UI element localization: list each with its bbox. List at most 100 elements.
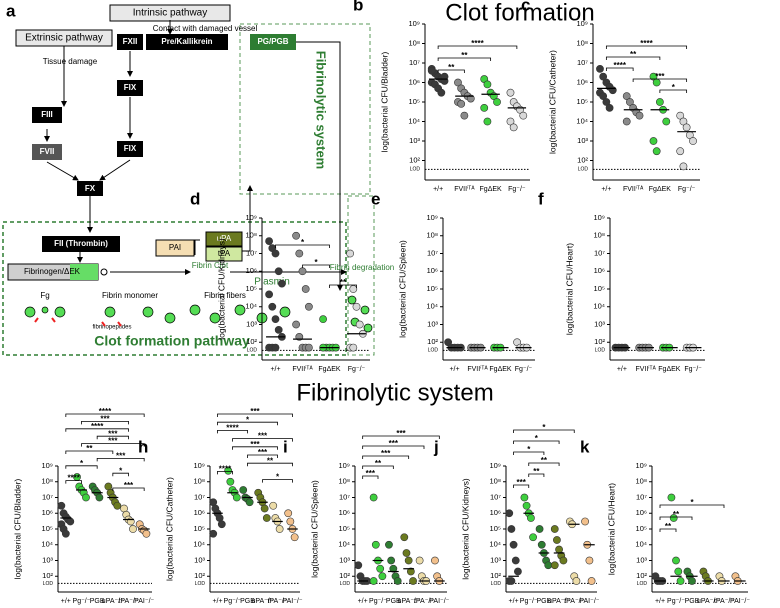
data-point — [286, 517, 295, 526]
data-point — [409, 577, 417, 585]
data-point — [522, 501, 531, 510]
note: Fibrin monomer — [102, 291, 158, 300]
y-tick-label: 10⁷ — [194, 492, 205, 501]
y-tick-label: 10⁴ — [576, 116, 588, 125]
data-point — [226, 477, 235, 486]
x-tick-label: +/+ — [212, 598, 222, 605]
data-point — [129, 525, 137, 533]
significance-label: * — [119, 466, 123, 475]
data-point — [669, 514, 678, 522]
y-tick-label: 10⁸ — [593, 231, 605, 240]
significance-label: * — [527, 445, 531, 454]
lod-label: LOD — [43, 581, 54, 587]
x-tick-label: FVIIⁱᵀᴬ — [635, 365, 656, 373]
x-tick-label: +/+ — [61, 598, 71, 605]
peptide-icons — [34, 317, 122, 327]
node-label: uPA — [217, 234, 232, 243]
significance-bracket — [513, 440, 560, 444]
y-tick-label: 10³ — [194, 555, 205, 564]
node-label: FXII — [123, 37, 138, 46]
data-point — [245, 498, 254, 507]
significance-label: * — [690, 498, 694, 507]
y-tick-label: 10⁸ — [245, 231, 257, 240]
significance-label: ** — [541, 456, 548, 465]
lod-label: LOD — [195, 581, 206, 587]
y-tick-label: 10⁶ — [636, 508, 647, 517]
panel-letter: c — [521, 0, 530, 14]
y-tick-label: 10⁸ — [576, 38, 588, 47]
x-tick-label: PAI⁻/⁻ — [429, 598, 449, 605]
significance-label: ** — [340, 278, 347, 287]
x-tick-label: Fg⁻/⁻ — [508, 186, 526, 193]
significance-label: **** — [99, 407, 112, 416]
significance-bracket — [217, 413, 293, 417]
y-tick-label: 10⁹ — [593, 213, 605, 222]
data-point — [61, 529, 70, 538]
node-label: PG/PGB — [257, 37, 288, 46]
data-point — [354, 561, 363, 570]
significance-bracket — [528, 462, 560, 466]
y-tick-label: 10⁴ — [41, 540, 53, 549]
significance-label: *** — [250, 407, 260, 416]
x-tick-label: +/+ — [358, 598, 368, 605]
node-label: FII (Thrombin) — [54, 239, 108, 248]
y-tick-label: 10⁹ — [426, 213, 438, 222]
data-point — [506, 117, 515, 126]
region — [2, 221, 347, 356]
data-point — [440, 72, 449, 81]
data-point — [672, 556, 680, 565]
data-point — [378, 572, 387, 581]
panel-letter: b — [353, 0, 363, 14]
y-tick-label: 10³ — [339, 555, 350, 564]
significance-label: **** — [226, 424, 239, 433]
y-tick-label: 10⁷ — [594, 248, 605, 257]
x-tick-label: Pg⁻/⁻ — [224, 598, 242, 605]
significance-bracket — [217, 471, 233, 475]
x-tick-label: tPA⁻/⁻ — [714, 598, 734, 605]
significance-bracket — [659, 89, 688, 93]
significance-label: * — [314, 258, 318, 267]
data-point — [535, 525, 544, 533]
region-label: Fibrinolytic system — [314, 51, 329, 169]
y-tick-label: 10⁵ — [577, 97, 588, 106]
y-tick-label: 10⁵ — [594, 284, 605, 293]
node-label: Fibrin Clot — [192, 261, 229, 270]
data-point — [369, 493, 378, 502]
data-point — [679, 162, 688, 171]
significance-bracket — [659, 528, 677, 532]
significance-bracket — [65, 465, 98, 469]
y-tick-label: 10⁸ — [635, 477, 647, 486]
significance-label: **** — [91, 422, 104, 431]
significance-label: *** — [258, 448, 268, 457]
significance-bracket — [362, 445, 425, 449]
y-axis-label: log(bacterial CFU/Bladder) — [379, 52, 389, 153]
data-point — [649, 72, 658, 81]
significance-bracket — [262, 479, 293, 483]
data-point — [277, 279, 286, 288]
significance-bracket — [247, 462, 293, 467]
data-point — [667, 493, 676, 502]
significance-label: * — [276, 473, 280, 482]
significance-bracket — [513, 484, 530, 488]
data-point — [550, 561, 559, 570]
y-tick-label: 10² — [636, 571, 647, 580]
data-point — [113, 501, 122, 510]
significance-bracket — [659, 504, 725, 508]
x-tick-label: +/+ — [449, 366, 459, 373]
data-point — [507, 525, 516, 533]
data-point — [674, 567, 683, 576]
y-tick-label: 10⁷ — [636, 492, 647, 501]
significance-bracket — [81, 421, 129, 425]
significance-bracket — [112, 487, 145, 491]
y-tick-label: 10⁶ — [246, 266, 257, 275]
region-label: Clot formation pathway — [94, 333, 250, 349]
significance-bracket — [302, 264, 330, 268]
x-tick-label: uPA⁻/⁻ — [548, 598, 570, 605]
x-tick-label: PAI⁻/⁻ — [282, 598, 302, 605]
y-tick-label: 10⁶ — [594, 266, 605, 275]
data-point — [649, 137, 658, 145]
y-tick-label: 10⁹ — [576, 19, 588, 28]
data-point — [596, 64, 604, 73]
panel-letter: a — [6, 1, 16, 20]
data-point — [406, 567, 415, 576]
